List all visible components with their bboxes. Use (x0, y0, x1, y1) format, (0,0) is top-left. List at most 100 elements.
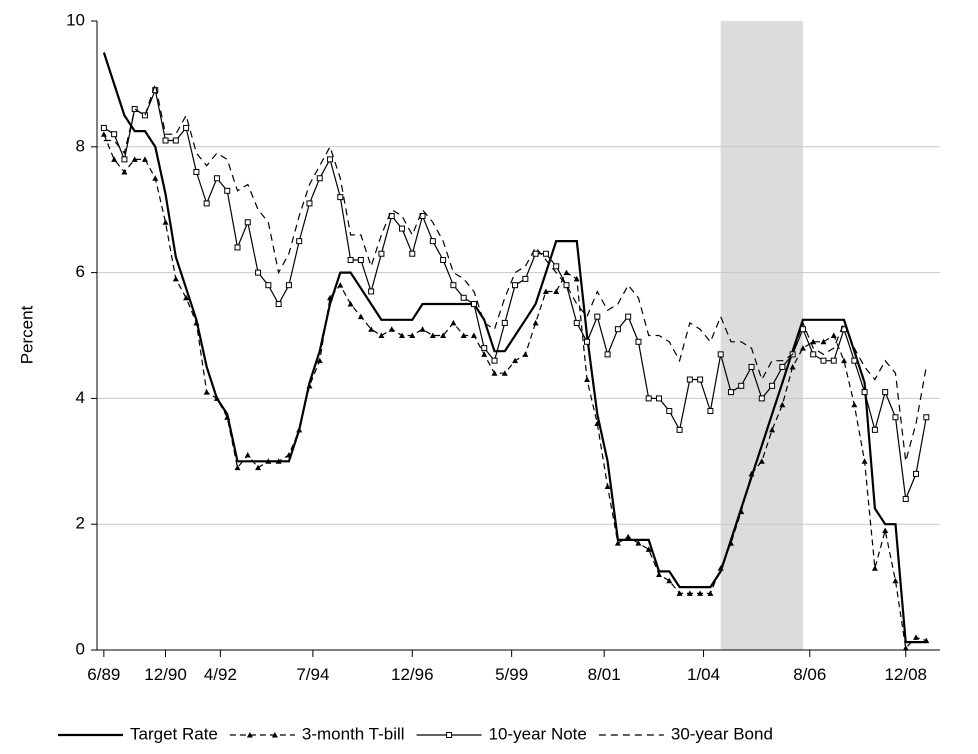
point-marker (841, 357, 848, 364)
point-marker (758, 395, 765, 402)
x-tick-label: 8/06 (793, 665, 826, 684)
y-tick-label: 6 (76, 262, 85, 281)
point-marker (131, 106, 138, 113)
series-line (103, 133, 927, 650)
point-marker (799, 345, 806, 351)
point-marker (275, 301, 282, 308)
point-marker (697, 590, 704, 596)
point-marker (152, 175, 159, 181)
point-marker (542, 250, 549, 257)
point-marker (563, 282, 570, 289)
point-marker (902, 645, 909, 651)
point-marker (183, 294, 190, 301)
point-marker (604, 483, 611, 489)
point-marker (193, 319, 200, 326)
point-marker (522, 351, 529, 357)
point-marker (779, 363, 786, 370)
point-marker (378, 250, 385, 257)
point-marker (542, 288, 549, 294)
point-marker (902, 496, 909, 503)
point-marker (234, 464, 241, 471)
point-marker (193, 168, 200, 175)
point-marker (255, 269, 262, 276)
point-marker (265, 282, 272, 289)
point-marker (357, 313, 364, 320)
x-tick-label: 12/90 (144, 665, 187, 684)
point-marker (727, 540, 734, 546)
point-marker (440, 332, 447, 338)
point-marker (727, 389, 734, 396)
point-marker (255, 464, 262, 471)
point-marker (460, 294, 467, 301)
point-marker (923, 414, 930, 421)
point-marker (285, 282, 292, 289)
point-marker (419, 326, 426, 332)
x-tick-label: 5/99 (495, 665, 528, 684)
point-marker (450, 319, 457, 326)
point-marker (398, 225, 405, 232)
point-marker (748, 363, 755, 370)
point-marker (131, 156, 138, 162)
point-marker (573, 275, 580, 282)
legend-label: 3-month T-bill (302, 724, 405, 743)
series-line (102, 52, 927, 644)
point-marker (635, 338, 642, 345)
point-marker (656, 395, 662, 402)
point-marker (388, 326, 395, 332)
point-marker (820, 357, 827, 364)
point-marker (584, 376, 591, 383)
point-marker (717, 351, 724, 358)
point-marker (316, 175, 323, 182)
point-marker (285, 452, 292, 458)
point-marker (532, 319, 539, 326)
point-marker (378, 332, 385, 338)
point-marker (481, 351, 488, 357)
y-tick-label: 10 (66, 10, 85, 29)
point-marker (398, 332, 405, 338)
point-marker (656, 571, 662, 578)
point-marker (347, 257, 354, 264)
x-tick-label: 8/01 (588, 665, 621, 684)
point-marker (162, 137, 169, 144)
point-marker (769, 382, 776, 389)
point-marker (296, 426, 303, 433)
point-marker (213, 395, 220, 401)
point-marker (203, 200, 210, 207)
point-marker (666, 407, 673, 414)
point-marker (645, 395, 652, 402)
point-marker (748, 470, 755, 477)
point-marker (203, 389, 210, 395)
y-tick-label: 2 (76, 514, 85, 533)
point-marker (810, 351, 817, 358)
legend-marker (446, 732, 453, 738)
point-marker (275, 458, 282, 464)
point-marker (429, 238, 436, 245)
point-marker (357, 257, 364, 264)
point-marker (594, 420, 601, 427)
series-line (103, 81, 927, 462)
point-marker (758, 458, 765, 464)
point-marker (522, 275, 529, 282)
point-marker (553, 263, 560, 270)
point-marker (563, 269, 570, 276)
point-marker (738, 382, 745, 389)
point-marker (460, 332, 467, 338)
point-marker (851, 357, 858, 364)
point-marker (306, 200, 313, 207)
point-marker (697, 376, 704, 383)
series-line (103, 88, 927, 502)
point-marker (512, 282, 519, 289)
x-tick-label: 1/04 (687, 665, 720, 684)
x-tick-label: 4/92 (204, 665, 237, 684)
point-marker (913, 470, 920, 477)
point-marker (111, 131, 118, 138)
point-marker (686, 376, 693, 383)
point-marker (213, 175, 220, 182)
point-marker (820, 338, 827, 345)
point-marker (676, 426, 683, 433)
point-marker (923, 637, 930, 644)
point-marker (584, 338, 591, 345)
point-marker (645, 546, 652, 552)
x-tick-label: 6/89 (87, 665, 120, 684)
